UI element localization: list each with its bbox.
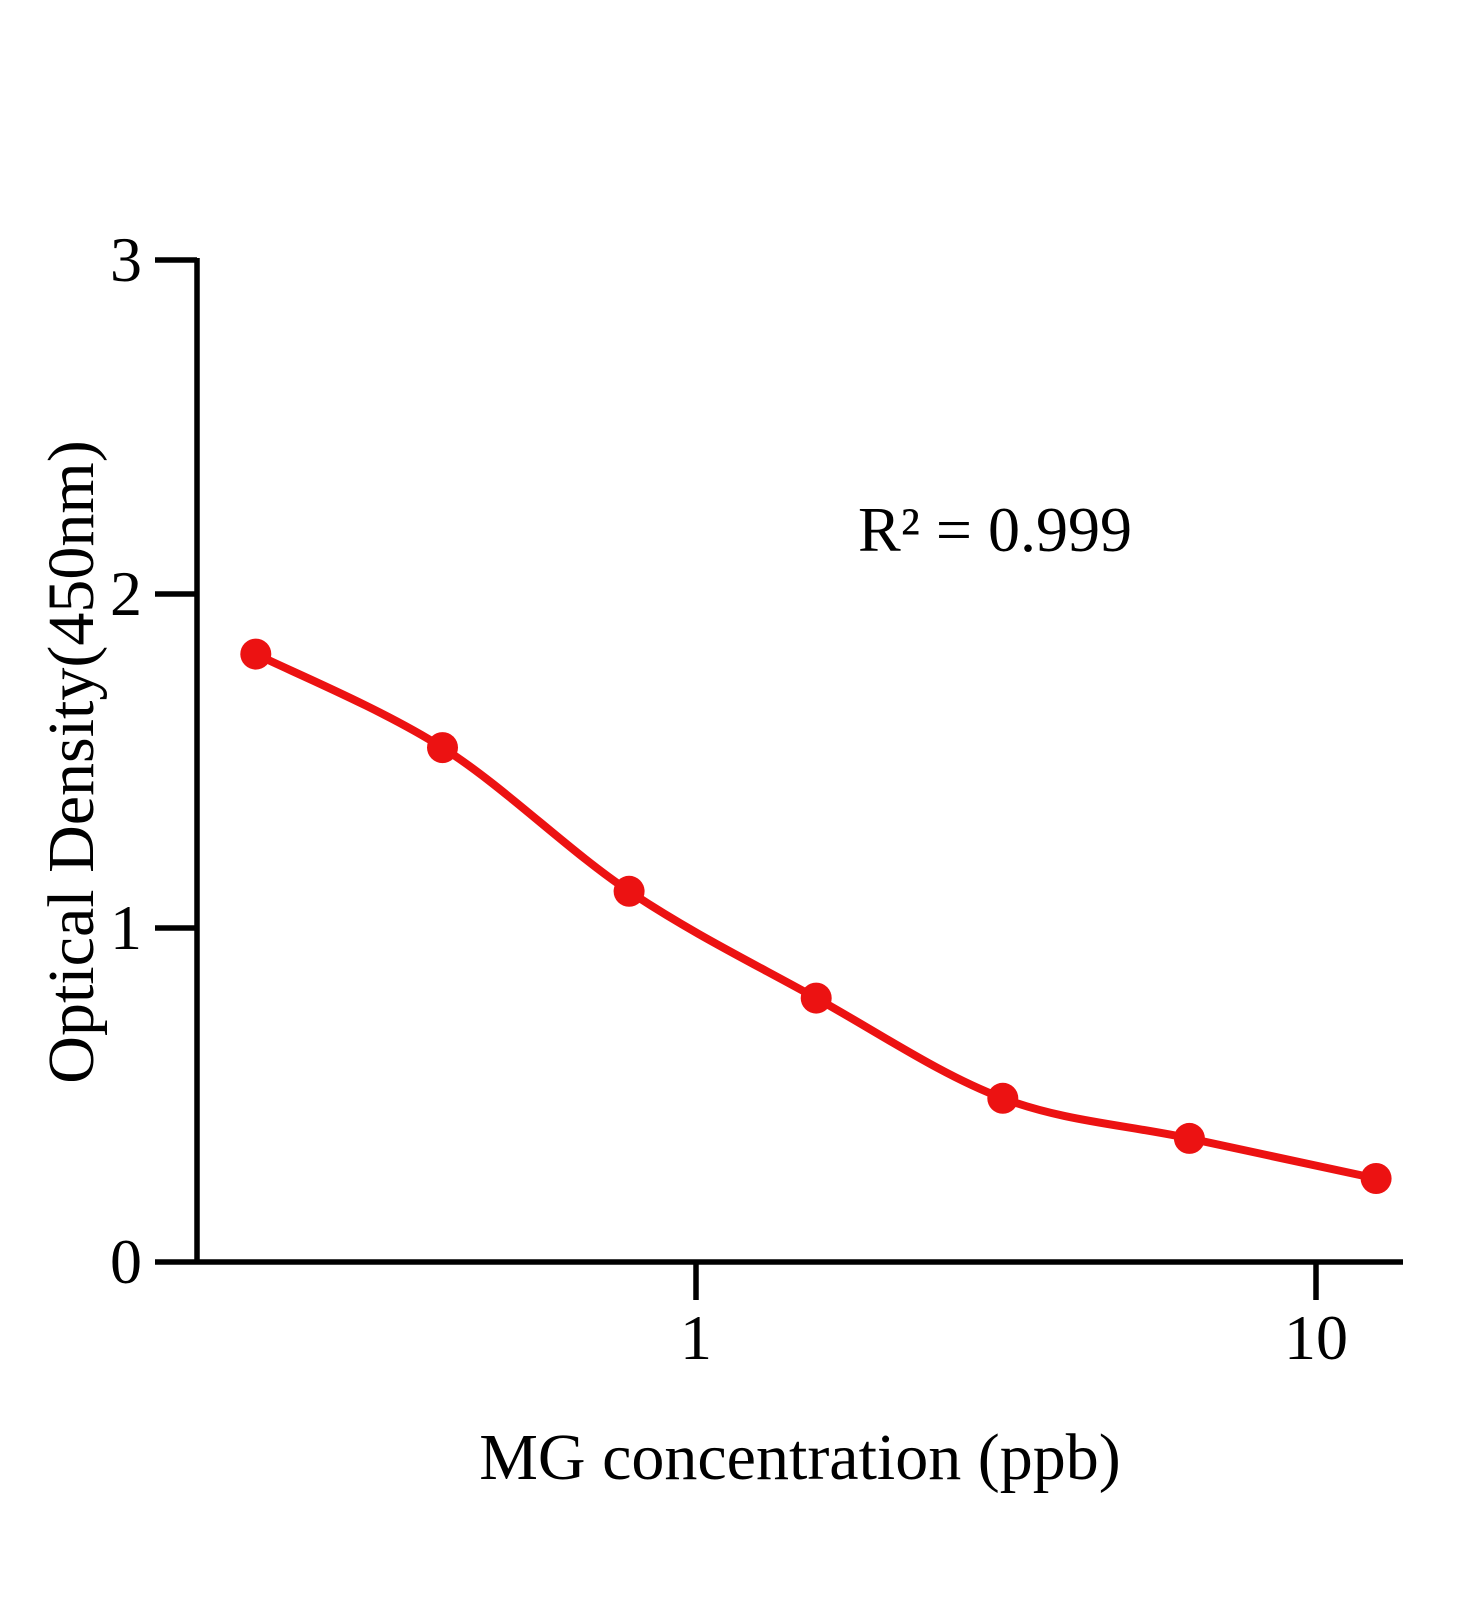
y-tick-label-3: 3 xyxy=(110,224,142,295)
x-tick-label-1: 1 xyxy=(680,1302,712,1373)
y-tick-label-0: 0 xyxy=(110,1226,142,1297)
data-point-marker xyxy=(987,1082,1019,1114)
data-point-marker xyxy=(240,638,272,670)
data-point-marker xyxy=(613,875,645,907)
data-point-marker xyxy=(1173,1122,1205,1154)
y-tick-label-2: 2 xyxy=(110,558,142,629)
data-point-marker xyxy=(1360,1163,1392,1194)
data-point-marker xyxy=(800,982,832,1014)
data-point-marker xyxy=(427,732,458,764)
fit-curve xyxy=(251,650,1381,1183)
y-tick-label-1: 1 xyxy=(110,892,142,963)
r-squared-annotation: R² = 0.999 xyxy=(858,494,1132,565)
x-axis-title: MG concentration (ppb) xyxy=(479,1421,1121,1494)
axis-spines-and-ticks xyxy=(155,257,1403,1300)
x-tick-label-10: 10 xyxy=(1284,1302,1348,1373)
y-axis-title: Optical Density(450nm) xyxy=(35,440,108,1084)
